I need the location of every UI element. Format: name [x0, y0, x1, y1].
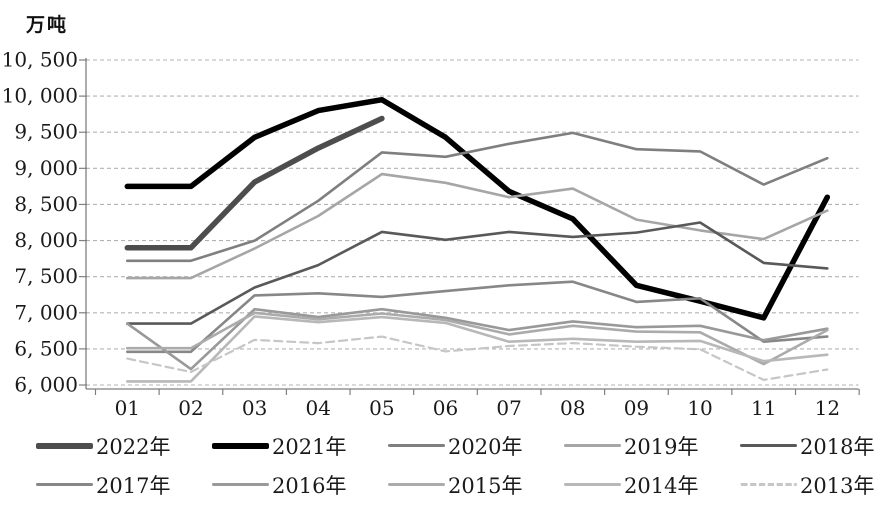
series-line-2017年 — [126, 280, 829, 354]
series-line-2019年 — [126, 172, 829, 280]
y-tick-label-8500: 8, 500 — [14, 192, 78, 216]
legend-line-swatch-2022年 — [36, 442, 93, 449]
legend-label-2014年: 2014年 — [624, 473, 699, 498]
legend-item-2016年: 2016年 — [212, 470, 388, 500]
x-tick-label-11: 11 — [751, 396, 776, 420]
x-tick-label-05: 05 — [369, 396, 394, 420]
y-tick-label-9500: 9, 500 — [14, 120, 78, 144]
legend-item-2021年: 2021年 — [212, 431, 388, 461]
series-line-2013年 — [126, 335, 829, 381]
x-tick-label-09: 09 — [624, 396, 649, 420]
x-tick-label-06: 06 — [433, 396, 458, 420]
legend-label-2022年: 2022年 — [96, 434, 171, 459]
y-axis-unit-label: 万吨 — [26, 14, 69, 36]
legend-label-2019年: 2019年 — [624, 434, 699, 459]
x-tick-label-04: 04 — [305, 396, 330, 420]
legend-item-2022年: 2022年 — [36, 431, 212, 461]
legend-item-2013年: 2013年 — [740, 470, 874, 500]
legend-line-swatch-2015年 — [388, 483, 445, 486]
legend-label-2015年: 2015年 — [448, 473, 523, 498]
legend-item-2018年: 2018年 — [740, 431, 874, 461]
legend-row-1: 2022年 2021年 2020年 2019年 2018年 — [0, 431, 881, 461]
legend-line-swatch-2013年 — [740, 483, 797, 486]
legend-item-2019年: 2019年 — [564, 431, 740, 461]
legend-row-2: 2017年 2016年 2015年 2014年 2013年 — [0, 470, 881, 500]
series-line-2018年 — [126, 221, 829, 325]
series-line-2014年 — [126, 315, 829, 383]
x-tick-label-10: 10 — [687, 396, 712, 420]
y-tick-label-10500: 10, 500 — [2, 48, 78, 72]
y-tick-label-9000: 9, 000 — [14, 156, 78, 180]
legend-label-2018年: 2018年 — [800, 434, 875, 459]
x-tick-label-12: 12 — [815, 396, 840, 420]
legend-line-swatch-2014年 — [564, 483, 621, 486]
legend-line-swatch-2016年 — [212, 483, 269, 486]
x-tick-label-01: 01 — [115, 396, 140, 420]
legend-label-2016年: 2016年 — [272, 473, 347, 498]
y-tick-label-10000: 10, 000 — [2, 84, 78, 108]
legend-label-2021年: 2021年 — [272, 434, 347, 459]
legend-item-2017年: 2017年 — [36, 470, 212, 500]
legend-line-swatch-2021年 — [212, 442, 269, 449]
x-tick-label-08: 08 — [560, 396, 585, 420]
series-line-2022年 — [124, 115, 385, 251]
series-line-2015年 — [126, 311, 829, 366]
y-tick-label-8000: 8, 000 — [14, 228, 78, 252]
legend-line-swatch-2019年 — [564, 444, 621, 447]
y-tick-label-7500: 7, 500 — [14, 264, 78, 288]
series-line-2020年 — [126, 131, 829, 263]
plot-area: 10, 500 10, 000 9, 500 9, 000 8, 500 8, 000 7,… — [2, 48, 860, 420]
legend-line-swatch-2020年 — [388, 444, 445, 447]
y-tick-label-6500: 6, 500 — [14, 336, 78, 360]
legend-line-swatch-2018年 — [740, 444, 797, 447]
legend-item-2020年: 2020年 — [388, 431, 564, 461]
legend-label-2013年: 2013年 — [800, 473, 875, 498]
chart-legend: 2022年 2021年 2020年 2019年 2018年 2017年 2016年 2015年… — [0, 424, 881, 508]
y-tick-label-7000: 7, 000 — [14, 300, 78, 324]
legend-line-swatch-2017年 — [36, 483, 93, 486]
legend-item-2015年: 2015年 — [388, 470, 564, 500]
y-tick-label-6000: 6, 000 — [14, 373, 78, 397]
x-tick-label-03: 03 — [242, 396, 267, 420]
x-tick-label-07: 07 — [496, 396, 521, 420]
legend-label-2020年: 2020年 — [448, 434, 523, 459]
legend-label-2017年: 2017年 — [96, 473, 171, 498]
x-tick-label-02: 02 — [178, 396, 203, 420]
legend-item-2014年: 2014年 — [564, 470, 740, 500]
